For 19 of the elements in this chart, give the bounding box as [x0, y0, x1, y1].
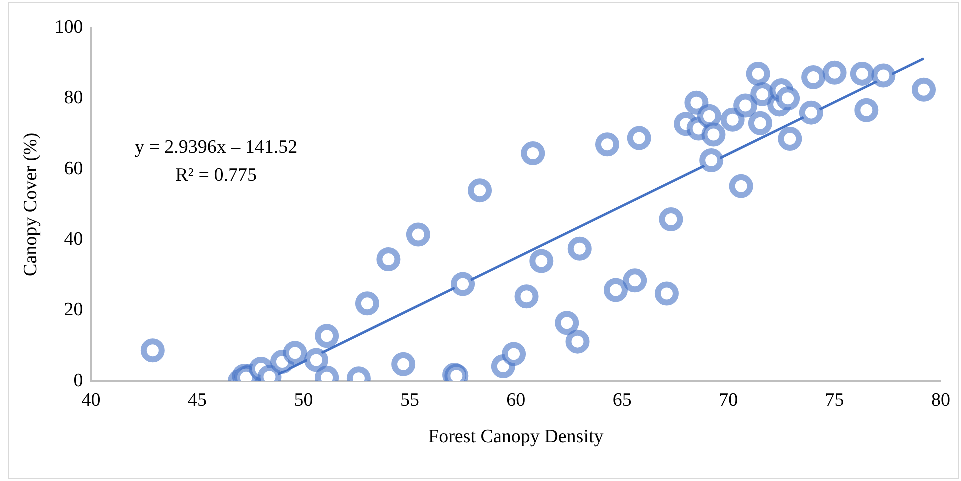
y-tick-label: 80	[64, 88, 84, 109]
y-tick-label: 100	[54, 16, 84, 38]
x-tick-label: 65	[612, 390, 632, 411]
x-tick-label: 75	[825, 390, 844, 411]
y-tick-label: 40	[64, 229, 84, 250]
annotation: R² = 0.775	[176, 164, 257, 186]
x-tick-label: 60	[506, 390, 526, 411]
annotation: y = 2.9396x – 141.52	[134, 136, 298, 158]
y-tick-label: 60	[64, 158, 84, 180]
y-tick-label: 20	[64, 300, 84, 321]
x-axis-title: Forest Canopy Density	[428, 426, 604, 448]
x-tick-label: 70	[719, 390, 738, 411]
y-axis-title: Canopy Cover (%)	[20, 132, 42, 276]
x-tick-label: 80	[932, 390, 950, 411]
x-tick-label: 45	[188, 390, 208, 411]
x-tick-label: 55	[400, 390, 420, 411]
y-tick-label: 0	[74, 370, 84, 392]
x-tick-label: 50	[294, 390, 314, 411]
x-tick-label: 40	[82, 390, 101, 411]
